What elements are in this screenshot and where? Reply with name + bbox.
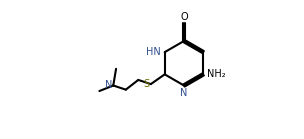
Text: S: S [143,79,150,89]
Text: O: O [180,12,188,22]
Text: N: N [105,80,112,90]
Text: NH₂: NH₂ [207,69,226,79]
Text: HN: HN [147,47,161,57]
Text: N: N [180,88,188,98]
